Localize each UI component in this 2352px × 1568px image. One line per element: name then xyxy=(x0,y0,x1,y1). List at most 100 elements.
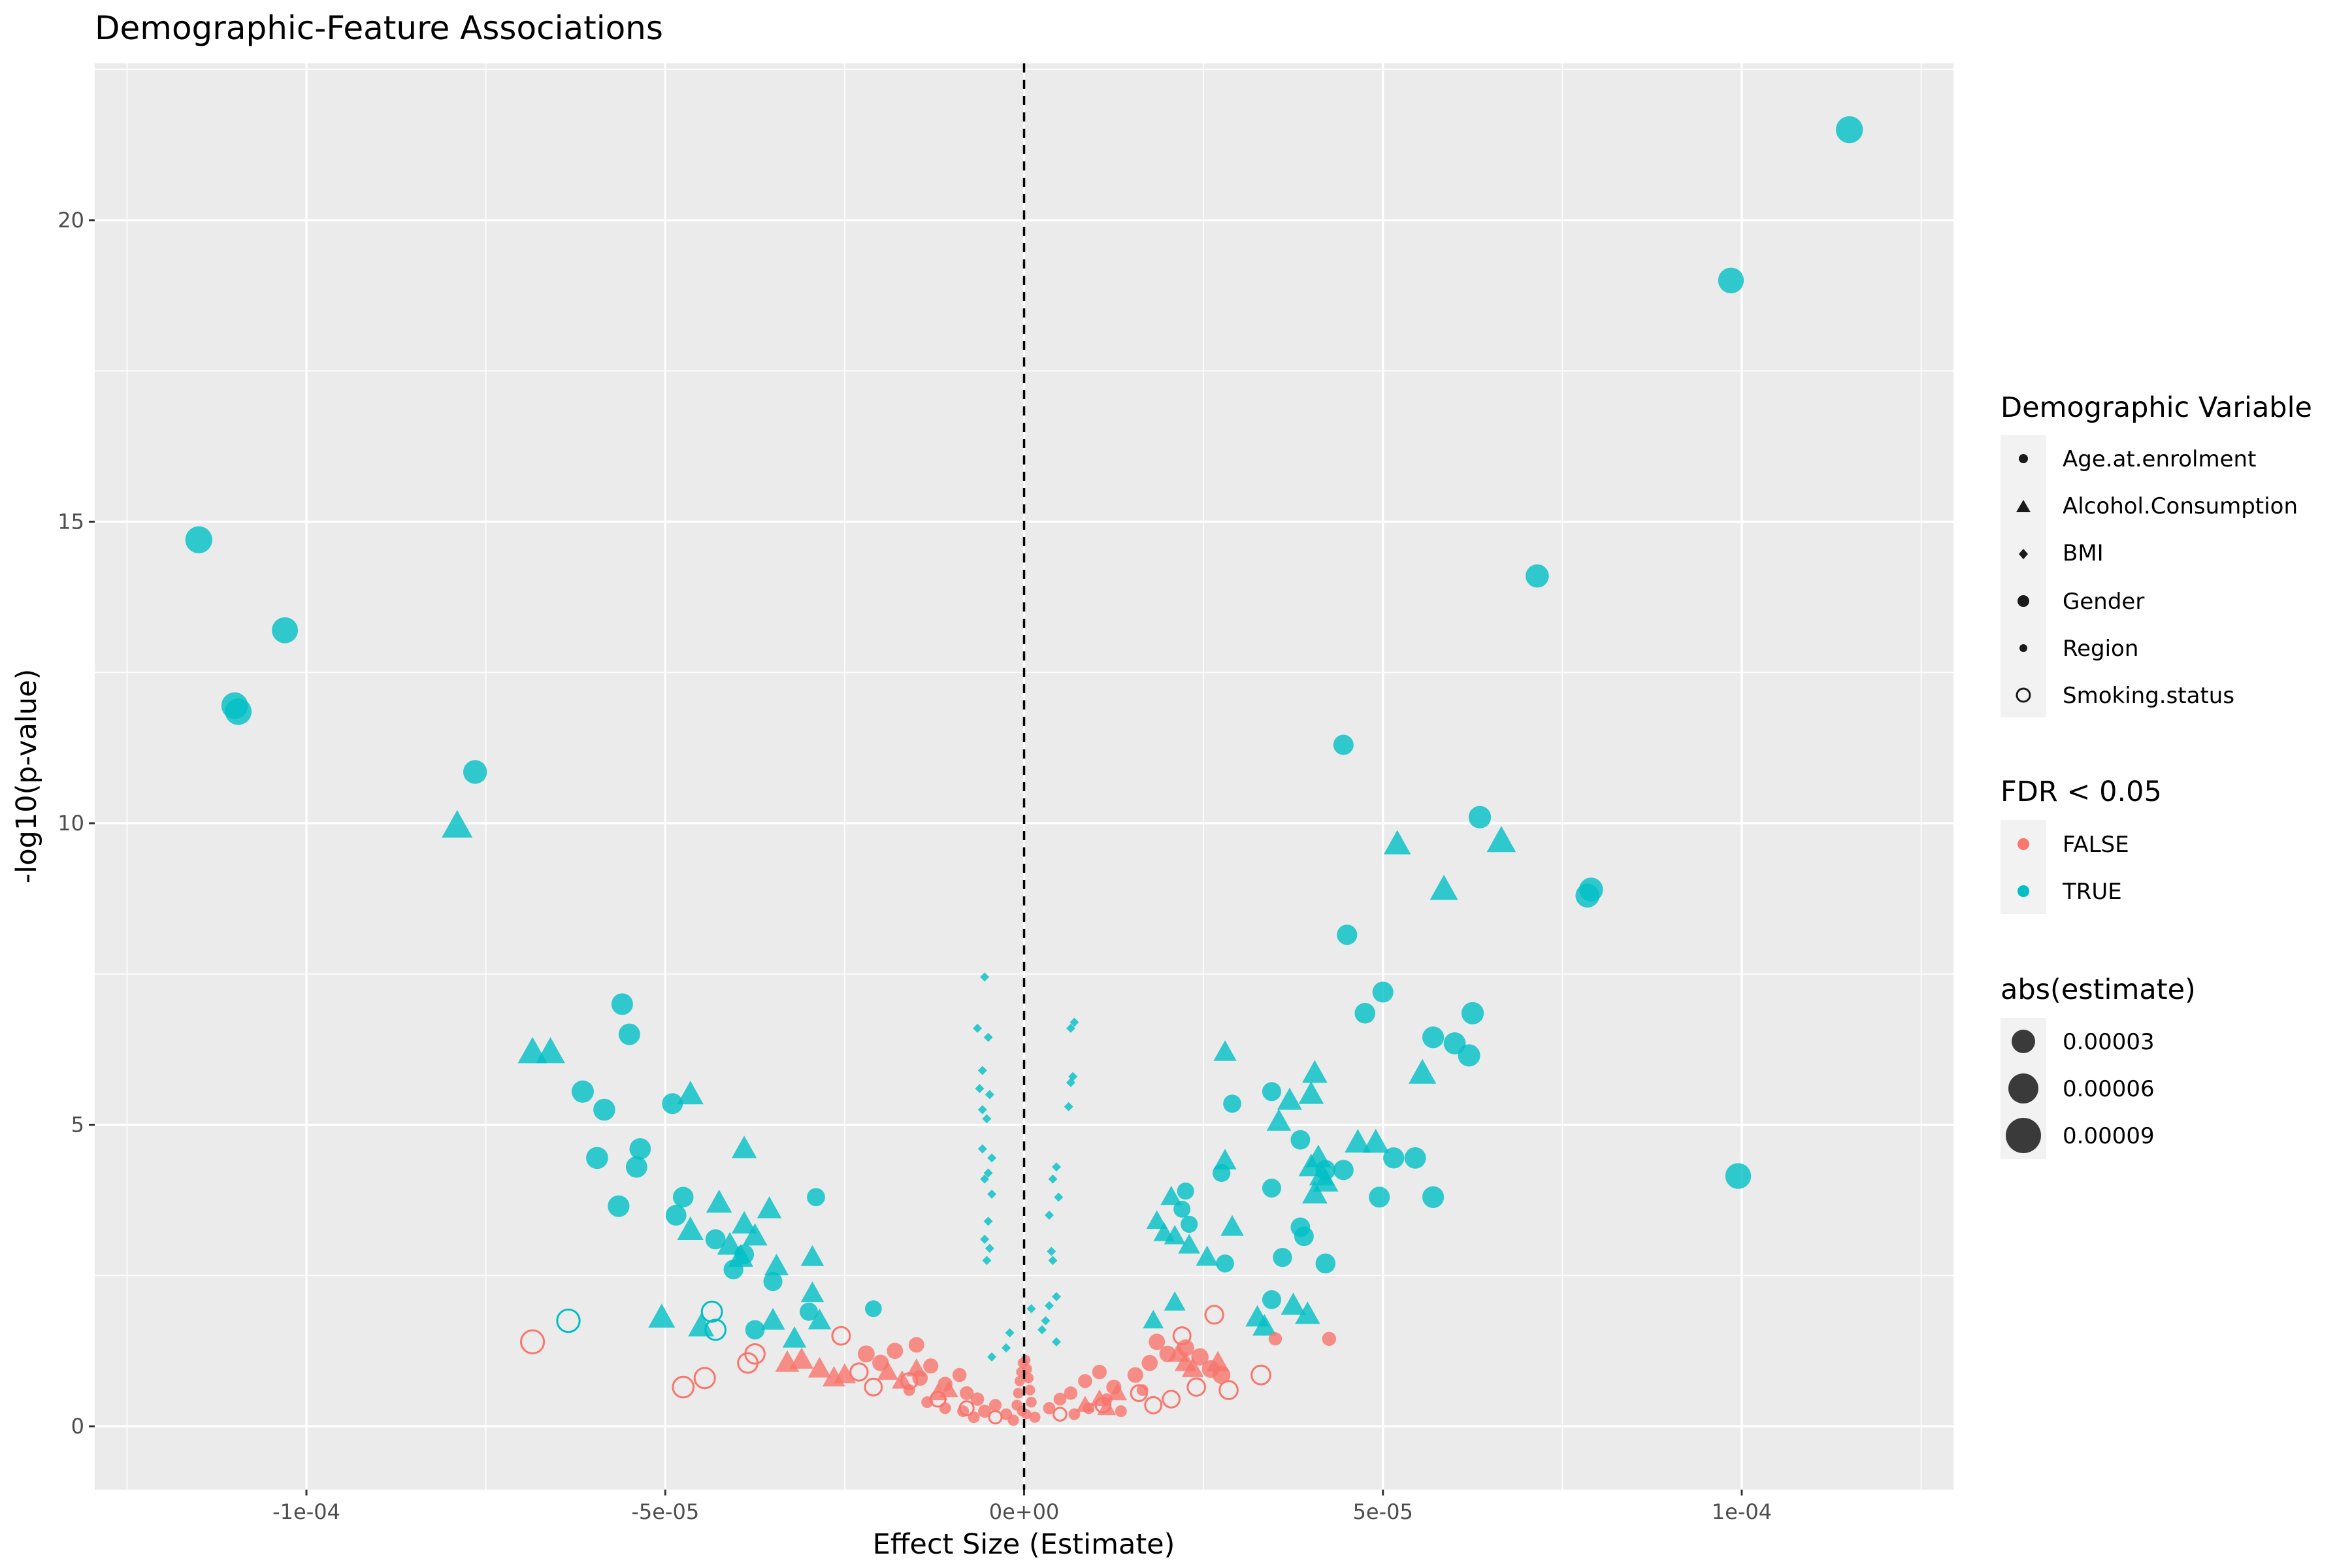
data-point xyxy=(1486,826,1516,853)
data-point xyxy=(1029,1411,1041,1423)
legend-label: Alcohol.Consumption xyxy=(2063,493,2298,519)
data-point xyxy=(608,1195,630,1217)
data-point xyxy=(775,1350,800,1372)
data-point xyxy=(983,1032,993,1042)
data-point xyxy=(987,1153,997,1163)
data-point xyxy=(1144,1396,1163,1414)
data-point xyxy=(1191,1348,1209,1366)
data-point xyxy=(760,1307,785,1330)
data-point xyxy=(1026,1396,1037,1408)
data-point xyxy=(442,809,473,838)
x-tick-label: 5e-05 xyxy=(1353,1499,1413,1524)
data-point xyxy=(1290,1130,1311,1150)
x-tick-label: -5e-05 xyxy=(631,1499,699,1524)
data-point xyxy=(1301,1181,1328,1204)
data-point xyxy=(800,1281,825,1303)
data-point xyxy=(1429,874,1458,900)
legend-title-demographic-variable: Demographic Variable xyxy=(2001,391,2312,424)
y-tick-label: 5 xyxy=(71,1113,84,1137)
data-point xyxy=(960,1386,974,1400)
data-point xyxy=(970,1392,985,1406)
data-point xyxy=(983,1168,993,1178)
data-point xyxy=(903,1384,915,1396)
data-point xyxy=(272,617,299,644)
data-point xyxy=(908,1337,924,1353)
data-point xyxy=(1354,1002,1376,1024)
data-point xyxy=(1177,1339,1194,1357)
data-point xyxy=(1369,1186,1390,1208)
legend-label: Region xyxy=(2063,636,2138,662)
data-point xyxy=(618,1023,640,1045)
legend-key-background xyxy=(2001,820,2046,914)
data-point xyxy=(1178,1233,1200,1254)
data-point xyxy=(1037,1325,1047,1335)
data-point xyxy=(1141,1354,1158,1371)
data-point xyxy=(763,1271,783,1292)
data-point xyxy=(978,1405,992,1418)
legend-label: BMI xyxy=(2063,540,2104,566)
data-point xyxy=(1461,1002,1484,1024)
legend-key-diamond xyxy=(2019,549,2028,559)
legend-label: FALSE xyxy=(2063,832,2129,858)
data-point xyxy=(980,1174,990,1184)
data-point xyxy=(1177,1183,1194,1200)
legend-label: 0.00003 xyxy=(2063,1029,2155,1055)
data-point xyxy=(1164,1291,1186,1311)
data-point xyxy=(1051,1292,1061,1301)
data-point xyxy=(1048,1174,1058,1184)
data-point xyxy=(864,1377,883,1397)
x-axis-title: Effect Size (Estimate) xyxy=(873,1528,1175,1561)
data-point xyxy=(1362,1128,1390,1153)
y-tick-label: 10 xyxy=(57,811,84,836)
data-point xyxy=(1044,1211,1054,1220)
data-point xyxy=(1159,1345,1176,1363)
data-point xyxy=(629,1138,651,1160)
x-tick-label: 1e-04 xyxy=(1712,1499,1772,1524)
chart-title: Demographic-Feature Associations xyxy=(95,9,663,47)
data-point xyxy=(1322,1331,1337,1346)
data-point xyxy=(1136,1384,1149,1396)
data-point xyxy=(977,1105,987,1115)
data-point xyxy=(677,1216,704,1240)
data-point xyxy=(731,1135,757,1158)
data-point xyxy=(877,1361,898,1380)
data-point xyxy=(731,1211,757,1234)
data-point xyxy=(536,1037,565,1064)
legend-key-large-circle xyxy=(2017,595,2029,607)
data-point xyxy=(980,972,990,982)
data-point xyxy=(973,1023,983,1033)
data-point xyxy=(982,1114,992,1124)
data-point xyxy=(912,1370,928,1386)
data-point xyxy=(983,1217,993,1226)
data-point xyxy=(968,1411,980,1424)
data-point xyxy=(706,1189,732,1213)
data-point xyxy=(677,1081,704,1105)
data-point xyxy=(1066,1077,1075,1087)
data-point xyxy=(1083,1402,1095,1414)
data-point xyxy=(717,1232,743,1255)
legend-title-fdr: FDR < 0.05 xyxy=(2001,776,2162,808)
legend-key-open-circle xyxy=(2016,687,2031,703)
data-point xyxy=(1041,1316,1051,1326)
data-point xyxy=(808,1308,832,1330)
data-point xyxy=(1262,1082,1281,1102)
data-point xyxy=(693,1367,716,1390)
data-point xyxy=(1017,1406,1027,1416)
data-point xyxy=(957,1405,970,1418)
data-point xyxy=(1468,806,1492,828)
data-point xyxy=(921,1396,934,1409)
data-point xyxy=(1023,1373,1034,1384)
data-point xyxy=(1149,1333,1166,1350)
data-point xyxy=(1301,1060,1328,1083)
data-point xyxy=(611,993,633,1015)
data-point xyxy=(1143,1309,1164,1329)
data-point xyxy=(1068,1408,1081,1420)
data-point xyxy=(700,1300,723,1323)
data-point xyxy=(1252,1314,1277,1336)
data-point xyxy=(800,1245,825,1266)
data-point xyxy=(1014,1375,1025,1386)
data-point xyxy=(672,1375,695,1399)
data-point xyxy=(1100,1393,1113,1405)
data-point xyxy=(1422,1026,1445,1049)
data-point xyxy=(939,1402,951,1414)
